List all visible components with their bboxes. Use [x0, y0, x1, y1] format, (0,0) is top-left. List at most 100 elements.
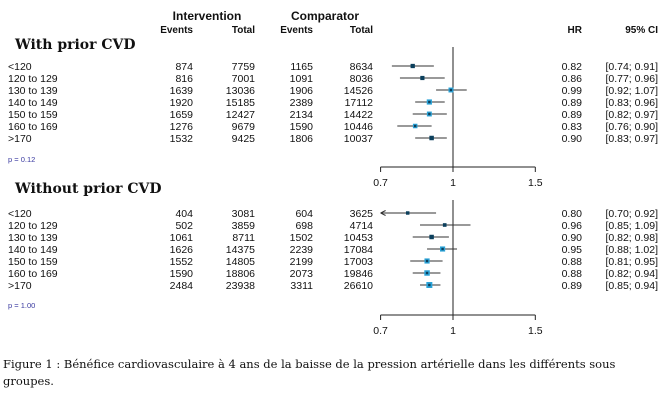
- hr-value: 0.88: [562, 268, 583, 280]
- hr-point-center: [441, 247, 444, 251]
- comp-total: 10037: [344, 133, 373, 145]
- comp-events: 2389: [290, 97, 314, 109]
- int-events: 1276: [170, 121, 194, 133]
- hr-point-center: [413, 124, 417, 128]
- x-tick-label: 1: [450, 177, 456, 189]
- int-events-header: Events: [160, 25, 193, 36]
- row-label: 140 to 149: [8, 97, 58, 109]
- comp-total: 3625: [350, 208, 374, 220]
- arrow-icon: [380, 210, 386, 216]
- hr-point-center: [449, 88, 453, 92]
- hr-value: 0.89: [562, 97, 583, 109]
- comp-events: 1906: [290, 85, 314, 97]
- int-events: 2484: [170, 280, 194, 292]
- comp-events-header: Events: [280, 25, 313, 36]
- int-events: 1552: [170, 256, 194, 268]
- int-total: 18806: [226, 268, 255, 280]
- hr-value: 0.96: [562, 220, 583, 232]
- int-total: 7759: [232, 61, 256, 73]
- hr-point-center: [428, 112, 431, 116]
- int-total: 9425: [232, 133, 256, 145]
- int-events: 1061: [170, 232, 194, 244]
- hr-point: [429, 234, 434, 240]
- comp-events: 1806: [290, 133, 314, 145]
- ci-value: [0.76; 0.90]: [605, 121, 658, 133]
- comp-events: 1165: [290, 61, 313, 73]
- comp-total: 17112: [345, 97, 374, 109]
- ci-value: [0.83; 0.97]: [605, 133, 658, 145]
- comp-events: 2239: [290, 244, 314, 256]
- comp-total: 19846: [344, 268, 373, 280]
- row-label: <120: [8, 61, 32, 73]
- int-total: 14805: [226, 256, 255, 268]
- p-value: p = 0.12: [8, 155, 35, 164]
- hr-header: HR: [568, 25, 583, 36]
- row-label: 130 to 139: [8, 232, 58, 244]
- x-tick-label: 0.7: [373, 325, 388, 337]
- int-total: 12427: [226, 109, 255, 121]
- figure-caption: Figure 1 : Bénéfice cardiovasculaire à 4…: [3, 357, 616, 388]
- row-label: >170: [8, 133, 32, 145]
- hr-point-center: [425, 259, 429, 263]
- hr-point: [420, 75, 425, 81]
- row-label: 130 to 139: [8, 85, 58, 97]
- p-value: p = 1.00: [8, 301, 35, 310]
- hr-value: 0.88: [562, 256, 583, 268]
- hr-value: 0.89: [562, 280, 583, 292]
- comp-total: 14422: [344, 109, 373, 121]
- comparator-header: Comparator: [291, 9, 359, 23]
- ci-value: [0.82; 0.98]: [605, 232, 658, 244]
- ci-value: [0.82; 0.94]: [605, 268, 658, 280]
- int-total: 7001: [232, 73, 256, 85]
- ci-header: 95% CI: [625, 25, 658, 36]
- row-label: 160 to 169: [8, 268, 58, 280]
- int-events: 816: [175, 73, 193, 85]
- int-events: 1590: [170, 268, 194, 280]
- hr-point: [410, 63, 415, 69]
- hr-value: 0.80: [562, 208, 583, 220]
- hr-point-center: [428, 283, 431, 287]
- ci-value: [0.85; 1.09]: [605, 220, 658, 232]
- comp-total: 17003: [344, 256, 373, 268]
- comp-total: 4714: [350, 220, 374, 232]
- comp-events: 604: [295, 208, 313, 220]
- forest-plot: Intervention Comparator Events Total Events T…: [8, 9, 658, 337]
- comp-total: 10446: [344, 121, 373, 133]
- int-events: 1532: [170, 133, 194, 145]
- row-label: 120 to 129: [8, 73, 58, 85]
- comp-events: 3311: [290, 280, 313, 292]
- hr-value: 0.89: [562, 109, 583, 121]
- row-label: 160 to 169: [8, 121, 58, 133]
- comp-events: 2199: [290, 256, 314, 268]
- int-total: 23938: [226, 280, 255, 292]
- hr-value: 0.82: [562, 61, 583, 73]
- hr-point-center: [425, 271, 429, 275]
- intervention-header: Intervention: [173, 9, 242, 23]
- ci-value: [0.70; 0.92]: [605, 208, 658, 220]
- comp-total: 14526: [344, 85, 373, 97]
- comp-events: 1091: [290, 73, 314, 85]
- ci-value: [0.81; 0.95]: [605, 256, 658, 268]
- ci-value: [0.92; 1.07]: [605, 85, 658, 97]
- comp-events: 1590: [290, 121, 314, 133]
- int-events: 502: [175, 220, 193, 232]
- x-tick-label: 1.5: [528, 325, 543, 337]
- comp-total: 8036: [350, 73, 374, 85]
- panel-title: Without prior CVD: [14, 181, 162, 197]
- row-label: 120 to 129: [8, 220, 58, 232]
- hr-point: [405, 211, 410, 215]
- row-label: 140 to 149: [8, 244, 58, 256]
- int-total: 8711: [232, 232, 255, 244]
- int-total: 3081: [232, 208, 256, 220]
- hr-value: 0.99: [562, 85, 583, 97]
- comp-events: 2134: [290, 109, 314, 121]
- int-total: 3859: [232, 220, 256, 232]
- ci-value: [0.74; 0.91]: [605, 61, 658, 73]
- x-tick-label: 1: [450, 325, 456, 337]
- comp-events: 1502: [290, 232, 314, 244]
- int-events: 1626: [170, 244, 194, 256]
- ci-value: [0.88; 1.02]: [605, 244, 658, 256]
- x-tick-label: 1.5: [528, 177, 543, 189]
- comp-total: 26610: [344, 280, 373, 292]
